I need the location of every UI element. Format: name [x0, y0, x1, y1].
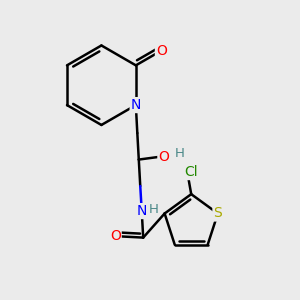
Text: O: O: [110, 229, 121, 243]
Text: Cl: Cl: [184, 165, 198, 179]
Text: S: S: [214, 206, 222, 220]
Text: N: N: [136, 204, 147, 218]
Text: H: H: [149, 203, 159, 216]
Text: H: H: [175, 147, 185, 160]
Text: N: N: [131, 98, 141, 112]
Text: O: O: [156, 44, 167, 58]
Text: O: O: [158, 150, 169, 164]
